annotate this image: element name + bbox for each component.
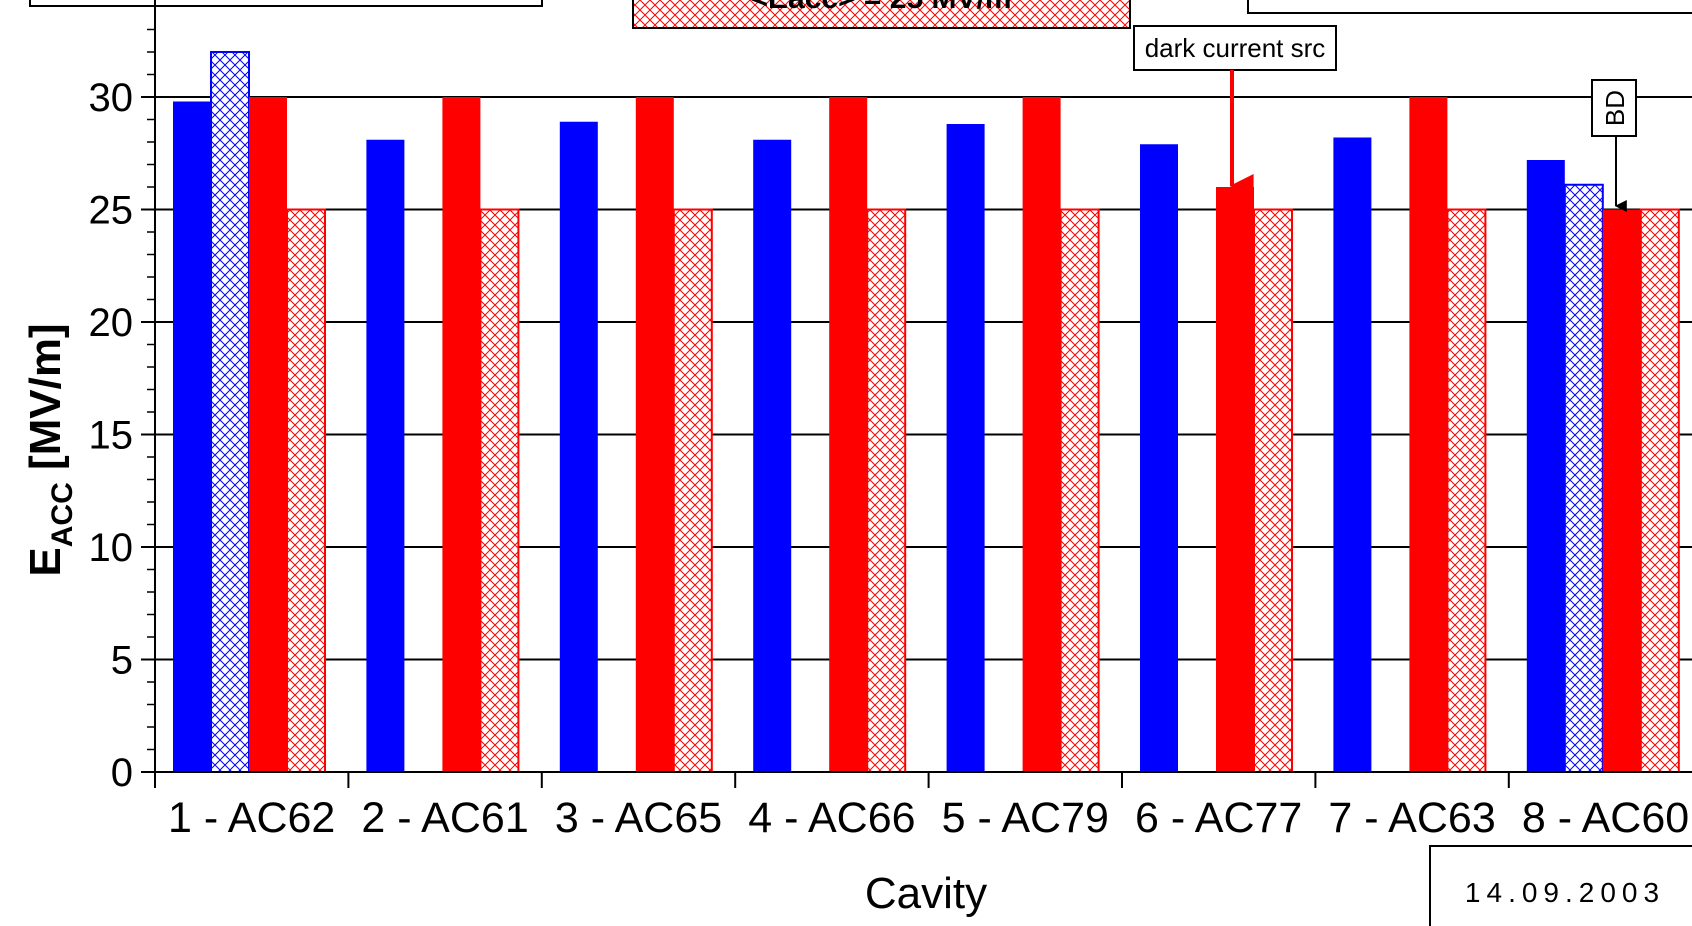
annotation-dark-current-text: dark current src [1145, 33, 1326, 63]
bar-s2-8-ac60 [1563, 183, 1604, 773]
bar-s3-6-ac77 [1216, 187, 1254, 772]
legend-text: <Eacc> = 25 MV/m [750, 0, 1011, 15]
bar-s4-8-ac60 [1639, 208, 1680, 773]
bar-s3-5-ac79 [1022, 97, 1061, 772]
bar-s4-4-ac66 [866, 208, 907, 773]
y-tick-label-25: 25 [89, 189, 134, 233]
legend-box: <Eacc> = 25 MV/m [632, 0, 1131, 29]
date-stamp: 14.09.2003 [1465, 877, 1665, 908]
y-tick-labels: 0 5 10 15 20 25 30 [89, 76, 134, 795]
bar-s1-4-ac66 [753, 139, 792, 772]
bar-s4-3-ac65 [672, 208, 713, 773]
y-tick-label-30: 30 [89, 76, 134, 120]
y-tick-label-10: 10 [89, 526, 134, 570]
annotation-dark-current: dark current src [1133, 25, 1337, 198]
bar-s3-3-ac65 [635, 97, 674, 772]
axes [141, 0, 1692, 788]
bar-s2-1-ac62 [210, 51, 250, 773]
x-axis-title: Cavity [865, 869, 987, 918]
y-axis-title-main: E [21, 547, 70, 576]
y-tick-label-20: 20 [89, 301, 134, 345]
y-tick-label-15: 15 [89, 414, 134, 458]
bar-s1-3-ac65 [559, 121, 598, 772]
bar-s1-6-ac77 [1140, 144, 1178, 772]
bar-s1-2-ac61 [366, 139, 405, 772]
bar-s4-1-ac62 [286, 208, 326, 773]
y-tick-label-5: 5 [111, 639, 133, 683]
date-stamp-box: 14.09.2003 [1429, 845, 1692, 926]
x-category-label-2: 2 - AC61 [361, 794, 528, 842]
top-left-box [29, 0, 543, 7]
bar-s4-6-ac77 [1253, 208, 1293, 773]
bar-s1-8-ac60 [1526, 160, 1565, 772]
bar-s3-8-ac60 [1602, 209, 1641, 772]
annotation-bd: BD [1591, 79, 1637, 212]
y-tick-label-0: 0 [111, 751, 133, 795]
bar-s3-7-ac63 [1409, 97, 1448, 772]
x-category-label-6: 6 - AC77 [1135, 794, 1302, 842]
bars [173, 51, 1680, 773]
bar-s4-5-ac79 [1059, 208, 1100, 773]
bar-s4-7-ac63 [1446, 208, 1487, 773]
y-axis-title-sub: ACC [46, 482, 79, 547]
x-category-label-4: 4 - AC66 [748, 794, 915, 842]
bar-s4-2-ac61 [479, 208, 520, 773]
x-category-label-1: 1 - AC62 [168, 794, 335, 842]
annotations: dark current src BD [1133, 25, 1637, 212]
y-axis-title: EACC [MV/m] [21, 323, 79, 576]
x-category-labels: 1 - AC62 2 - AC61 3 - AC65 4 - AC66 5 - AC79… [168, 794, 1689, 842]
bar-s3-1-ac62 [249, 97, 287, 772]
x-category-label-5: 5 - AC79 [942, 794, 1109, 842]
bar-s1-7-ac63 [1333, 137, 1372, 772]
bar-s3-4-ac66 [829, 97, 868, 772]
bar-s3-2-ac61 [442, 97, 481, 772]
bar-s1-1-ac62 [173, 101, 211, 772]
x-category-label-7: 7 - AC63 [1328, 794, 1495, 842]
y-axis-title-unit: [MV/m] [21, 323, 70, 482]
top-right-box [1247, 0, 1692, 14]
x-category-label-8: 8 - AC60 [1522, 794, 1689, 842]
x-category-label-3: 3 - AC65 [555, 794, 722, 842]
bar-s1-5-ac79 [946, 124, 985, 772]
annotation-bd-text: BD [1600, 90, 1630, 126]
